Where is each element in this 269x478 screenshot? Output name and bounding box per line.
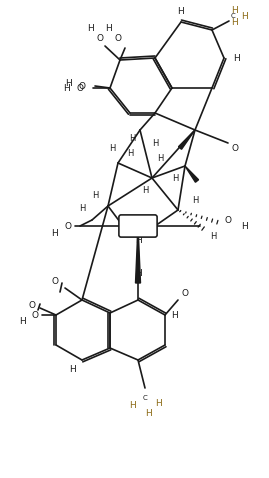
Text: O: O xyxy=(65,221,72,230)
Text: H: H xyxy=(172,311,178,319)
Text: O: O xyxy=(225,216,232,225)
Text: H: H xyxy=(157,153,163,163)
Text: O: O xyxy=(79,82,86,90)
Text: H: H xyxy=(19,316,25,326)
Text: C: C xyxy=(143,395,147,401)
Text: H: H xyxy=(52,228,58,238)
Text: H: H xyxy=(65,78,71,87)
Text: Abs: Abs xyxy=(130,221,146,230)
Text: O: O xyxy=(51,278,58,286)
Text: H: H xyxy=(210,231,216,240)
Text: H: H xyxy=(192,196,198,205)
Text: H: H xyxy=(134,269,141,278)
Text: O: O xyxy=(31,311,38,319)
Text: O: O xyxy=(182,289,189,297)
Polygon shape xyxy=(185,166,199,182)
Text: O: O xyxy=(76,84,83,93)
Text: O: O xyxy=(29,302,36,311)
Text: H: H xyxy=(178,7,184,15)
Text: H: H xyxy=(241,221,247,230)
Text: H: H xyxy=(127,149,133,157)
Text: O: O xyxy=(232,143,239,152)
Text: Abs: Abs xyxy=(130,221,146,230)
Text: H: H xyxy=(172,174,178,183)
Text: O: O xyxy=(115,33,122,43)
Text: H: H xyxy=(152,139,158,148)
Text: H: H xyxy=(79,204,85,213)
Text: H: H xyxy=(232,18,238,26)
Text: H: H xyxy=(134,236,141,245)
Text: H: H xyxy=(92,191,98,199)
Text: H: H xyxy=(155,399,161,408)
Text: H: H xyxy=(145,409,151,417)
Text: H: H xyxy=(69,366,75,374)
Text: H: H xyxy=(87,23,93,33)
Text: H: H xyxy=(130,402,136,411)
Text: H: H xyxy=(233,54,240,63)
Text: H: H xyxy=(242,11,248,21)
FancyBboxPatch shape xyxy=(119,215,157,237)
FancyBboxPatch shape xyxy=(119,215,157,237)
Polygon shape xyxy=(178,130,195,149)
Text: H: H xyxy=(109,143,115,152)
Text: O: O xyxy=(97,33,104,43)
Text: H: H xyxy=(105,23,111,33)
Text: H: H xyxy=(64,84,70,93)
Text: C: C xyxy=(231,13,235,19)
Text: H: H xyxy=(142,185,148,195)
Polygon shape xyxy=(136,226,140,283)
Text: H: H xyxy=(232,6,238,14)
Text: H: H xyxy=(129,133,135,142)
